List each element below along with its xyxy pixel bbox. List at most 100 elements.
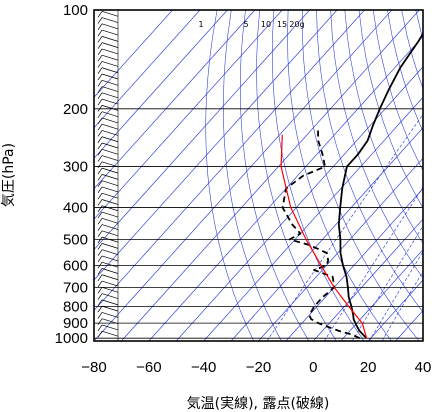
isotherm: [94, 10, 201, 129]
wind-barb: [101, 86, 119, 92]
wind-barb-flag: [97, 262, 103, 269]
y-axis-label: 気圧(hPa): [1, 143, 17, 207]
wind-barb: [101, 330, 119, 337]
temperature-line: [337, 31, 423, 339]
mixing-ratio-line: [351, 225, 423, 341]
wind-barb-flag: [97, 199, 103, 206]
wind-barb-flag: [97, 130, 103, 137]
wind-barb: [101, 148, 119, 155]
dry-adiabat: [256, 10, 337, 341]
wind-barb-flag: [97, 293, 103, 300]
isotherm: [94, 10, 365, 312]
parcel-line: [280, 134, 368, 339]
wind-barb: [101, 29, 119, 36]
isotherm: [94, 10, 393, 341]
wind-barb: [101, 293, 119, 299]
wind-barb-flag: [97, 331, 103, 338]
wind-barb-flag: [97, 42, 103, 49]
dry-adiabat: [372, 10, 423, 172]
isotherm: [94, 10, 338, 281]
wind-barb-flag: [97, 80, 103, 87]
wind-barb: [101, 73, 119, 80]
wind-barb: [101, 98, 119, 105]
wind-barb: [101, 318, 119, 325]
isotherm: [313, 218, 423, 341]
wind-barb-flag: [97, 243, 103, 250]
x-tick-label: 40: [415, 359, 432, 376]
wind-barb: [101, 92, 119, 99]
wind-barb: [101, 130, 119, 136]
mixing-ratio-line: [266, 113, 423, 341]
wind-barb: [101, 249, 119, 256]
wind-barb: [101, 36, 119, 42]
x-tick-label: 20: [360, 359, 377, 376]
wind-barb: [101, 205, 119, 212]
wind-barb-flag: [97, 305, 103, 313]
x-tick-label: −80: [81, 359, 106, 376]
wind-barb-flag: [97, 268, 103, 275]
wind-barb: [101, 255, 119, 262]
x-tick-label: −20: [246, 359, 271, 376]
wind-barb-flag: [97, 54, 103, 62]
wind-barb-flag: [97, 117, 103, 125]
wind-barb-flag: [97, 61, 103, 68]
wind-barb: [101, 10, 119, 17]
wind-barb-flag: [97, 155, 103, 162]
mixing-ratio-label: 5: [243, 20, 248, 29]
isotherm: [340, 249, 423, 341]
wind-barb-flag: [97, 73, 103, 81]
x-tick-label: 0: [309, 359, 317, 376]
wind-barb-flag: [97, 67, 103, 74]
wind-barb-flag: [97, 11, 103, 18]
mixing-ratio-labels: 1 5 10 15 20g: [198, 20, 304, 29]
dry-adiabat: [358, 10, 423, 209]
wind-barb: [101, 23, 119, 30]
mixing-ratio-label: 1: [198, 20, 203, 29]
wind-barb: [101, 274, 119, 281]
isotherm: [203, 96, 423, 341]
wind-barb-flag: [97, 299, 103, 307]
wind-barb-flag: [97, 318, 103, 325]
wind-barb: [101, 155, 119, 161]
wind-barb: [101, 224, 119, 230]
wind-barb: [101, 42, 119, 48]
wind-barb-flag: [97, 23, 103, 31]
x-tick-label: −40: [191, 359, 216, 376]
wind-barb: [101, 312, 119, 318]
wind-barb-flag: [97, 174, 103, 181]
wind-barb: [101, 286, 119, 293]
isotherm: [94, 10, 256, 190]
isotherm: [175, 66, 423, 341]
mixing-ratio-label: 10: [261, 20, 271, 29]
wind-barb: [101, 161, 119, 168]
wind-barb: [101, 186, 119, 193]
wind-barb-flag: [97, 136, 103, 143]
plot-frame: [93, 9, 424, 342]
wind-barb-flag: [97, 36, 103, 43]
wind-barb-flag: [97, 105, 103, 112]
wind-barb-flag: [97, 211, 103, 219]
isotherm: [285, 188, 423, 341]
x-tick-label: −60: [136, 359, 161, 376]
dry-adiabat: [287, 10, 392, 341]
wind-barb-flag: [97, 17, 103, 24]
isotherm: [422, 340, 423, 341]
wind-barb: [101, 174, 119, 180]
wind-barb-flag: [97, 186, 103, 194]
background-grid: [94, 10, 423, 341]
dry-adiabat: [205, 10, 255, 341]
wind-barb: [101, 305, 119, 312]
wind-barb-flag: [97, 274, 103, 281]
wind-barb-flag: [97, 92, 103, 100]
wind-barb-flag: [97, 124, 103, 131]
wind-barb: [101, 123, 119, 130]
wind-barb: [101, 61, 119, 67]
mixing-ratio-label: 20g: [289, 20, 304, 29]
wind-barb-flag: [97, 205, 103, 212]
wind-barb: [101, 280, 119, 287]
wind-barb: [101, 211, 119, 218]
wind-barb-flag: [97, 230, 103, 238]
dewpoint-line: [281, 128, 361, 340]
mixing-ratio-line: [324, 186, 423, 341]
